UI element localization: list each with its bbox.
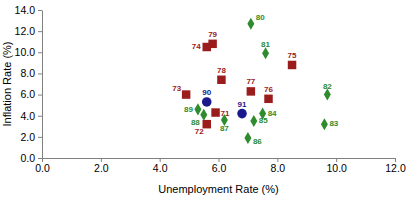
- y-tick: 14.0: [15, 4, 42, 16]
- x-tick-label: 2.0: [94, 162, 109, 174]
- point-label: 87: [220, 124, 229, 133]
- point: [264, 95, 272, 103]
- point-label: 90: [202, 88, 211, 97]
- point-label: 84: [268, 109, 277, 118]
- y-tick-mark: [38, 31, 42, 32]
- y-tick-label: 0.0: [20, 152, 35, 164]
- y-tick: 12.0: [15, 25, 42, 37]
- point-label: 72: [195, 127, 204, 136]
- y-tick-label: 4.0: [20, 110, 35, 122]
- point-label: 74: [192, 42, 201, 51]
- point-label: 75: [288, 51, 297, 60]
- point-label: 91: [238, 100, 247, 109]
- points: [182, 18, 331, 144]
- x-tick-label: 0.0: [35, 162, 50, 174]
- y-tick-label: 8.0: [20, 67, 35, 79]
- x-tick-label: 10.0: [326, 162, 347, 174]
- x-axis-title: Unemployment Rate (%): [158, 183, 278, 195]
- point: [200, 109, 207, 121]
- y-tick: 8.0: [20, 67, 42, 79]
- y-tick-label: 10.0: [15, 46, 36, 58]
- y-tick-mark: [38, 52, 42, 53]
- point-label: 85: [259, 116, 268, 125]
- x-tick: 0.0: [35, 158, 50, 174]
- point-label: 79: [208, 30, 217, 39]
- point: [194, 103, 201, 115]
- point: [237, 109, 247, 119]
- x-tick: 12.0: [385, 158, 406, 174]
- y-tick-label: 6.0: [20, 88, 35, 100]
- point-label: 77: [246, 77, 255, 86]
- y-tick-label: 2.0: [20, 131, 35, 143]
- y-axis: 0.0 2.0 4.0 6.0 8.0 10.0 12.0 14.0: [15, 4, 43, 164]
- point-label: 81: [261, 40, 270, 49]
- chart: 0.0 2.0 4.0 6.0 8.0 10.0 12.0 0.0 2.0 4.0 6.0 8.0 10…: [0, 0, 416, 202]
- y-tick-mark: [38, 10, 42, 11]
- point-label: 76: [264, 85, 273, 94]
- x-tick-label: 6.0: [212, 162, 227, 174]
- y-tick: 6.0: [20, 88, 42, 100]
- point-label: 88: [191, 118, 200, 127]
- point-label: 80: [256, 13, 265, 22]
- y-tick-label: 14.0: [15, 4, 36, 16]
- y-tick: 0.0: [20, 152, 42, 164]
- y-tick-mark: [38, 137, 42, 138]
- x-tick: 8.0: [271, 158, 286, 174]
- point-label: 89: [184, 105, 193, 114]
- y-axis-line: [42, 11, 43, 159]
- point: [288, 61, 296, 69]
- point-label: 86: [253, 137, 262, 146]
- point: [182, 90, 190, 98]
- y-tick-mark: [38, 73, 42, 74]
- y-tick-mark: [38, 95, 42, 96]
- point-label: 71: [221, 109, 230, 118]
- x-tick: 2.0: [94, 158, 109, 174]
- point: [202, 120, 210, 128]
- point: [202, 97, 212, 107]
- x-tick-label: 4.0: [153, 162, 168, 174]
- point-label: 73: [172, 84, 181, 93]
- y-tick: 2.0: [20, 131, 42, 143]
- point-label: 83: [329, 119, 338, 128]
- x-axis: 0.0 2.0 4.0 6.0 8.0 10.0 12.0: [35, 158, 406, 174]
- y-tick-mark: [38, 116, 42, 117]
- y-tick: 10.0: [15, 46, 42, 58]
- x-tick: 4.0: [153, 158, 168, 174]
- y-tick-label: 12.0: [15, 25, 36, 37]
- point-label: 82: [323, 82, 332, 91]
- point: [247, 18, 254, 30]
- y-tick-mark: [38, 158, 42, 159]
- point: [208, 40, 216, 48]
- point: [250, 115, 257, 127]
- point: [244, 132, 251, 144]
- x-tick-label: 12.0: [385, 162, 406, 174]
- point: [321, 118, 328, 130]
- point: [247, 87, 255, 95]
- x-tick: 10.0: [326, 158, 347, 174]
- x-tick-label: 8.0: [271, 162, 286, 174]
- y-axis-title: Inflation Rate (%): [1, 42, 13, 127]
- plot: 0.0 2.0 4.0 6.0 8.0 10.0 12.0 0.0 2.0 4.0 6.0 8.0 10…: [15, 4, 406, 174]
- point-labels: 71 72 73 74 75 76 77 78 79 80 81 82 83 8485 86 87 88 89 90…: [172, 13, 339, 146]
- point: [217, 76, 225, 84]
- x-tick: 6.0: [212, 158, 227, 174]
- y-tick: 4.0: [20, 110, 42, 122]
- point-label: 78: [217, 66, 226, 75]
- point: [211, 108, 219, 116]
